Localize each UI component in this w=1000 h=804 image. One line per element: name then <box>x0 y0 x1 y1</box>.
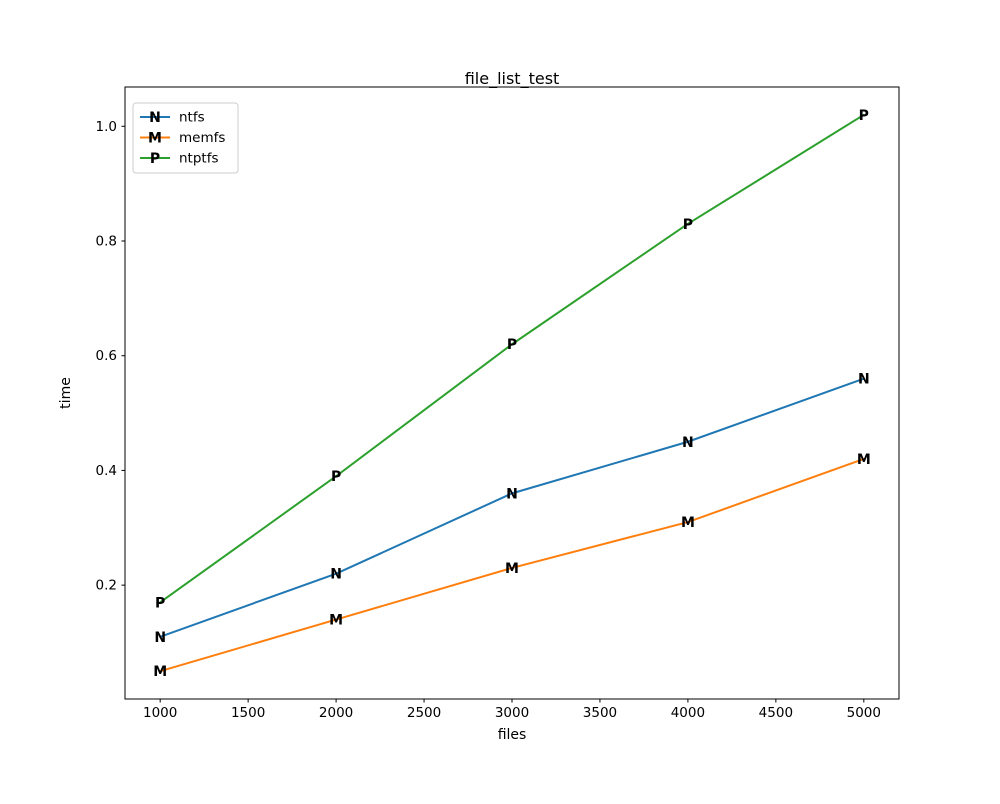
x-tick-label: 2000 <box>319 705 353 721</box>
x-tick-label: 4500 <box>759 705 793 721</box>
data-point-marker-ntfs: N <box>682 435 694 451</box>
series-line-memfs <box>159 457 865 673</box>
x-tick-label: 5000 <box>847 705 881 721</box>
data-point-marker-ntptfs: P <box>507 337 517 353</box>
data-point-marker-ntptfs: P <box>683 217 693 233</box>
data-point-marker-ntfs: N <box>154 630 166 646</box>
legend-marker-glyph: P <box>150 151 160 167</box>
y-tick-label: 0.2 <box>96 578 117 594</box>
data-point-marker-ntfs: N <box>330 567 342 583</box>
y-tick-label: 0.6 <box>96 348 117 364</box>
x-tick-label: 3500 <box>583 705 617 721</box>
data-point-marker-memfs: M <box>329 613 343 629</box>
y-tick-label: 0.8 <box>96 234 117 250</box>
x-axis-label: files <box>498 727 527 743</box>
data-point-marker-ntptfs: P <box>331 469 341 485</box>
plot-area: 1000 1500 2000 2500 3000 3500 4000 4500 5000 0.2 0… <box>96 86 900 721</box>
data-point-marker-memfs: M <box>505 561 519 577</box>
y-tick-label: 0.4 <box>96 463 117 479</box>
series-line-ntptfs <box>159 113 865 604</box>
data-point-marker-memfs: M <box>857 452 871 468</box>
legend-box <box>132 102 239 174</box>
data-point-marker-ntfs: N <box>858 372 870 388</box>
data-point-marker-ntptfs: P <box>859 108 869 124</box>
x-tick-label: 4000 <box>671 705 705 721</box>
legend-marker-glyph: N <box>149 110 161 126</box>
y-axis-label: time <box>58 377 74 409</box>
legend-marker-glyph: M <box>148 131 162 147</box>
data-point-marker-memfs: M <box>153 664 167 680</box>
y-tick-label: 1.0 <box>96 119 117 135</box>
legend-label-memfs: memfs <box>179 130 225 146</box>
data-point-marker-ntfs: N <box>506 486 518 502</box>
series-line-ntfs <box>159 377 865 638</box>
chart-title: file_list_test <box>465 69 560 89</box>
legend-label-ntfs: ntfs <box>179 110 205 126</box>
x-tick-label: 1500 <box>231 705 265 721</box>
legend-label-ntptfs: ntptfs <box>179 151 219 167</box>
data-point-marker-memfs: M <box>681 515 695 531</box>
x-tick-label: 2500 <box>407 705 441 721</box>
x-tick-label: 3000 <box>495 705 529 721</box>
x-tick-label: 1000 <box>143 705 177 721</box>
data-point-marker-ntptfs: P <box>155 595 165 611</box>
